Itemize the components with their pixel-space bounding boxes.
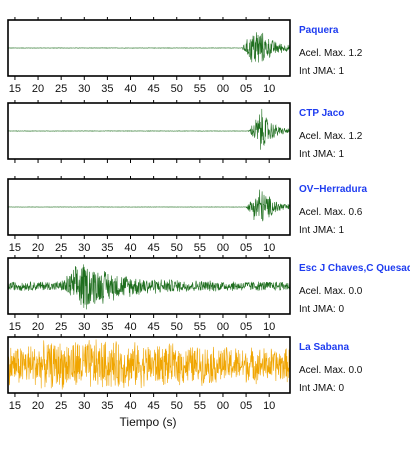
x-tick-label: 15 <box>9 321 21 333</box>
station-panel: 15 20 25 30 35 40 45 50 55 00 05 10 Esc J Chaves,C Q… <box>7 255 410 333</box>
station-panel: 15 20 25 30 35 40 45 50 55 00 05 10 Paquera Acel. Max… <box>7 17 363 95</box>
x-tick-label: 45 <box>147 400 159 412</box>
station-panel: 15 20 25 30 35 40 45 50 55 00 05 10 La Sabana Acel. M… <box>7 334 363 412</box>
x-tick-label: 05 <box>240 83 252 95</box>
x-tick-label: 10 <box>263 242 275 254</box>
x-tick-label: 50 <box>171 242 183 254</box>
station-name: Esc J Chaves,C Quesada <box>299 263 410 274</box>
max-acceleration-label: Acel. Max. 0.0 <box>299 365 363 376</box>
x-tick-label: 50 <box>171 321 183 333</box>
waveform-trace <box>8 189 290 222</box>
max-acceleration-label: Acel. Max. 1.2 <box>299 131 363 142</box>
station-name: CTP Jaco <box>299 108 344 119</box>
x-tick-label: 00 <box>217 400 229 412</box>
x-tick-label: 35 <box>101 321 113 333</box>
x-tick-label: 50 <box>171 400 183 412</box>
x-tick-label: 10 <box>263 400 275 412</box>
x-tick-label: 55 <box>194 242 206 254</box>
waveform-trace <box>8 264 290 310</box>
max-acceleration-label: Acel. Max. 0.0 <box>299 286 363 297</box>
jma-intensity-label: Int JMA: 0 <box>299 304 344 315</box>
x-tick-label: 05 <box>240 400 252 412</box>
x-tick-label: 10 <box>263 321 275 333</box>
x-tick-label: 15 <box>9 400 21 412</box>
jma-intensity-label: Int JMA: 1 <box>299 149 344 160</box>
x-tick-label: 45 <box>147 83 159 95</box>
x-tick-label: 00 <box>217 242 229 254</box>
x-tick-label: 45 <box>147 242 159 254</box>
waveform-trace <box>8 339 290 390</box>
x-tick-label: 40 <box>124 83 136 95</box>
x-tick-label: 25 <box>55 321 67 333</box>
x-tick-label: 00 <box>217 83 229 95</box>
x-tick-label: 35 <box>101 83 113 95</box>
x-tick-label: 55 <box>194 321 206 333</box>
panel-frame <box>7 19 291 77</box>
x-tick-label: 50 <box>171 83 183 95</box>
x-tick-label: 35 <box>101 400 113 412</box>
waveform-trace <box>8 32 290 63</box>
x-tick-label: 55 <box>194 83 206 95</box>
x-tick-label: 25 <box>55 83 67 95</box>
x-tick-label: 20 <box>32 400 44 412</box>
x-tick-label: 25 <box>55 400 67 412</box>
panel-frame <box>7 102 291 160</box>
x-tick-label: 15 <box>9 242 21 254</box>
panels: 15 20 25 30 35 40 45 50 55 00 05 10 Paquera Acel. Max… <box>7 17 410 412</box>
x-tick-label: 25 <box>55 242 67 254</box>
x-tick-label: 15 <box>9 83 21 95</box>
x-tick-label: 05 <box>240 242 252 254</box>
waveform-trace <box>8 108 290 150</box>
station-name: Paquera <box>299 25 339 36</box>
x-tick-label: 40 <box>124 321 136 333</box>
station-panel: CTP Jaco Acel. Max. 1.2 Int JMA: 1 <box>7 100 363 163</box>
x-tick-label: 55 <box>194 400 206 412</box>
x-tick-label: 30 <box>78 83 90 95</box>
station-panel: 15 20 25 30 35 40 45 50 55 00 05 10 OV−Herradura Acel… <box>7 176 368 254</box>
x-tick-label: 00 <box>217 321 229 333</box>
jma-intensity-label: Int JMA: 0 <box>299 383 344 394</box>
jma-intensity-label: Int JMA: 1 <box>299 225 344 236</box>
station-name: OV−Herradura <box>299 184 368 195</box>
x-tick-label: 10 <box>263 83 275 95</box>
x-tick-label: 35 <box>101 242 113 254</box>
max-acceleration-label: Acel. Max. 0.6 <box>299 207 363 218</box>
x-tick-label: 20 <box>32 83 44 95</box>
x-tick-label: 40 <box>124 242 136 254</box>
jma-intensity-label: Int JMA: 1 <box>299 66 344 77</box>
x-tick-label: 45 <box>147 321 159 333</box>
x-tick-label: 20 <box>32 242 44 254</box>
station-name: La Sabana <box>299 342 349 353</box>
max-acceleration-label: Acel. Max. 1.2 <box>299 48 363 59</box>
x-tick-label: 40 <box>124 400 136 412</box>
x-tick-label: 20 <box>32 321 44 333</box>
x-tick-label: 30 <box>78 321 90 333</box>
panel-frame <box>7 257 291 315</box>
x-axis-title: Tiempo (s) <box>120 415 177 429</box>
panel-frame <box>7 336 291 394</box>
x-tick-label: 05 <box>240 321 252 333</box>
x-tick-label: 30 <box>78 242 90 254</box>
panel-frame <box>7 178 291 236</box>
x-tick-label: 30 <box>78 400 90 412</box>
